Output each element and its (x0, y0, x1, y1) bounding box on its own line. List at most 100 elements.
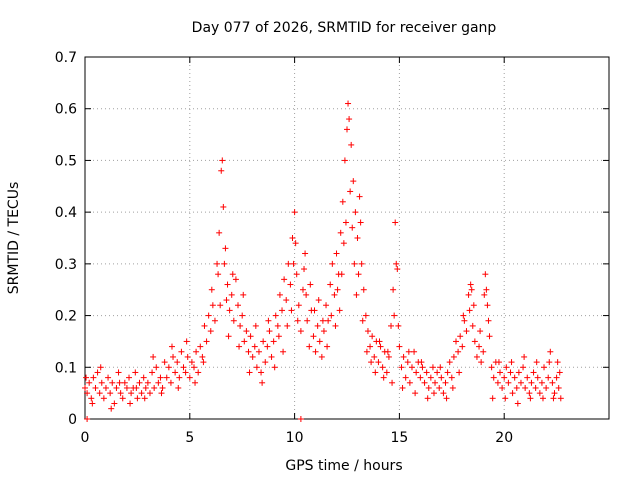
y-tick-label: 0.7 (55, 50, 77, 66)
data-point (291, 209, 298, 216)
data-point (318, 353, 325, 360)
data-point (533, 359, 540, 366)
data-point (180, 364, 187, 371)
data-point (477, 328, 484, 335)
data-point (192, 379, 199, 386)
data-point (509, 390, 516, 397)
data-point (182, 369, 189, 376)
data-point (404, 359, 411, 366)
data-point (406, 379, 413, 386)
data-point (295, 302, 302, 309)
data-point (100, 395, 107, 402)
data-point (289, 235, 296, 241)
data-point (484, 302, 491, 309)
data-point (157, 374, 164, 381)
data-point (96, 390, 103, 397)
data-point (455, 348, 462, 355)
data-point (126, 374, 133, 381)
data-point (121, 379, 128, 386)
data-point (251, 343, 258, 350)
data-point (336, 307, 343, 314)
data-point (297, 328, 304, 335)
data-point (526, 390, 533, 397)
data-point (469, 322, 476, 329)
data-point (281, 276, 288, 283)
data-point (108, 405, 115, 412)
data-point (391, 312, 398, 319)
y-tick-label: 0.2 (55, 309, 77, 325)
data-point (402, 374, 409, 381)
data-point (332, 322, 339, 329)
data-point (119, 395, 126, 402)
data-point (488, 364, 495, 371)
data-point (159, 384, 166, 391)
data-point (368, 359, 375, 366)
data-point (430, 390, 437, 397)
grid-lines (85, 57, 609, 419)
data-point (225, 333, 232, 340)
data-point (553, 374, 560, 381)
data-point (170, 353, 177, 360)
data-point (437, 364, 444, 371)
data-point (497, 369, 504, 376)
data-point (201, 322, 208, 329)
data-point (524, 374, 531, 381)
data-point (380, 374, 387, 381)
data-point (174, 359, 181, 366)
data-point (360, 286, 367, 293)
data-point (448, 374, 455, 381)
data-point (158, 390, 165, 397)
data-point (264, 343, 271, 350)
data-point (449, 384, 456, 391)
data-point (283, 297, 290, 304)
x-tick-label: 5 (185, 430, 194, 446)
data-point (549, 379, 556, 386)
data-point (163, 374, 170, 381)
data-point (355, 271, 362, 278)
data-point (290, 260, 297, 267)
data-point (554, 359, 561, 366)
data-point (324, 343, 331, 350)
data-point (478, 359, 485, 366)
data-point (520, 364, 527, 371)
plot-frame (84, 56, 610, 420)
data-point (89, 400, 96, 407)
data-point (376, 338, 383, 345)
data-point (265, 317, 272, 324)
data-point (338, 271, 345, 278)
data-point (320, 328, 327, 335)
data-point (287, 281, 294, 288)
data-point (543, 384, 550, 391)
data-point (274, 322, 281, 329)
data-point (444, 369, 451, 376)
data-point (396, 343, 403, 350)
data-point (446, 359, 453, 366)
data-point (427, 374, 434, 381)
data-point (536, 390, 543, 397)
data-point (388, 322, 395, 329)
data-point (195, 369, 202, 376)
data-point (347, 188, 354, 195)
data-point (495, 359, 502, 366)
data-point (522, 384, 529, 391)
data-point (508, 359, 515, 366)
data-point (186, 374, 193, 381)
data-point (279, 307, 286, 314)
data-point (527, 395, 534, 402)
data-point (399, 384, 406, 391)
y-tick-label: 0.4 (55, 205, 77, 221)
data-point (315, 297, 322, 304)
data-point (545, 374, 552, 381)
data-point (229, 271, 236, 278)
data-point (483, 286, 490, 293)
data-point (172, 369, 179, 376)
data-point (190, 364, 197, 371)
data-point (395, 322, 402, 329)
data-point (337, 229, 344, 236)
data-point (392, 219, 399, 226)
x-axis-label: GPS time / hours (285, 458, 402, 474)
data-point (429, 364, 436, 371)
data-point (352, 209, 359, 216)
data-point (176, 374, 183, 381)
data-point (259, 379, 266, 386)
